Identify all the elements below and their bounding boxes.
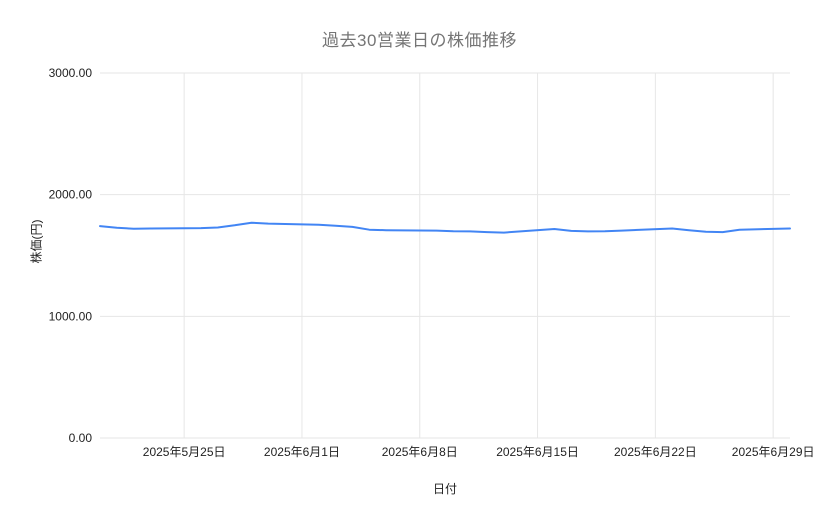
x-tick-label: 2025年6月15日 bbox=[496, 445, 579, 459]
y-tick-label: 1000.00 bbox=[49, 309, 93, 323]
x-tick-label: 2025年6月29日 bbox=[732, 445, 815, 459]
price-line bbox=[99, 221, 791, 234]
y-tick-label: 3000.00 bbox=[49, 66, 93, 80]
x-tick-label: 2025年6月8日 bbox=[382, 445, 458, 459]
y-tick-label: 2000.00 bbox=[49, 188, 93, 202]
y-tick-label: 0.00 bbox=[69, 431, 93, 445]
x-tick-label: 2025年5月25日 bbox=[143, 445, 226, 459]
chart-title: 過去30営業日の株価推移 bbox=[322, 31, 517, 50]
x-tick-label: 2025年6月22日 bbox=[614, 445, 697, 459]
x-axis-title: 日付 bbox=[432, 482, 457, 496]
x-tick-label: 2025年6月1日 bbox=[264, 445, 340, 459]
